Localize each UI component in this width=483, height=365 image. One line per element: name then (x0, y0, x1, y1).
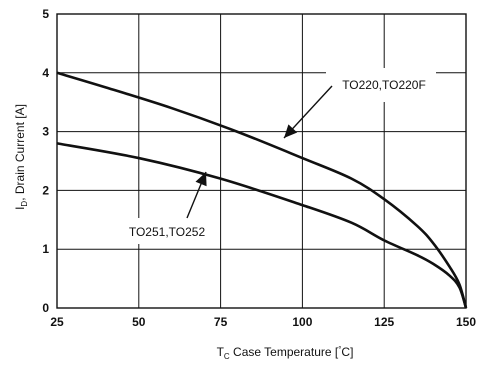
x-tick-label-125: 125 (374, 315, 394, 329)
annotation-label-0: TO220,TO220F (342, 78, 426, 92)
annotation-arrowhead-1 (195, 172, 207, 187)
y-axis-title-main: I (13, 207, 27, 210)
x-tick-labels: 25 50 75 100 125 150 (50, 315, 476, 329)
x-axis-title-rest: Case Temperature [ (230, 345, 339, 359)
x-tick-label-25: 25 (50, 315, 64, 329)
y-tick-label-0: 0 (42, 301, 49, 315)
plot-frame (56, 13, 467, 309)
x-axis-title-degree: ° (338, 345, 341, 354)
x-tick-label-150: 150 (456, 315, 476, 329)
series-lines (56, 71, 468, 309)
x-axis-title: TC Case Temperature [°C] (217, 345, 354, 361)
x-tick-label-100: 100 (292, 315, 312, 329)
x-axis-title-main: T (217, 345, 225, 359)
y-axis-title: ID, Drain Current [A] (13, 104, 29, 210)
annotation-bg-0 (326, 68, 436, 102)
series-line-0 (56, 71, 468, 309)
y-tick-labels: 0 1 2 3 4 5 (42, 7, 49, 315)
x-axis-title-unit: C] (341, 345, 353, 359)
y-axis-title-rest: , Drain Current [A] (13, 104, 27, 201)
y-tick-label-4: 4 (42, 66, 49, 80)
annotation-bg-1 (114, 218, 220, 244)
annotation-label-1: TO251,TO252 (129, 225, 206, 239)
y-tick-label-3: 3 (42, 125, 49, 139)
x-tick-label-50: 50 (132, 315, 146, 329)
series-line-1 (56, 142, 468, 309)
annotation-arrowhead-0 (284, 124, 298, 138)
y-tick-label-2: 2 (42, 183, 49, 197)
y-tick-label-1: 1 (42, 242, 49, 256)
x-axis-title-sub: C (224, 352, 230, 361)
grid-lines (56, 13, 467, 309)
y-tick-label-5: 5 (42, 7, 49, 21)
annotations: TO220,TO220F TO251,TO252 (114, 68, 436, 244)
x-tick-label-75: 75 (214, 315, 228, 329)
y-axis-title-sub: D (20, 201, 29, 207)
